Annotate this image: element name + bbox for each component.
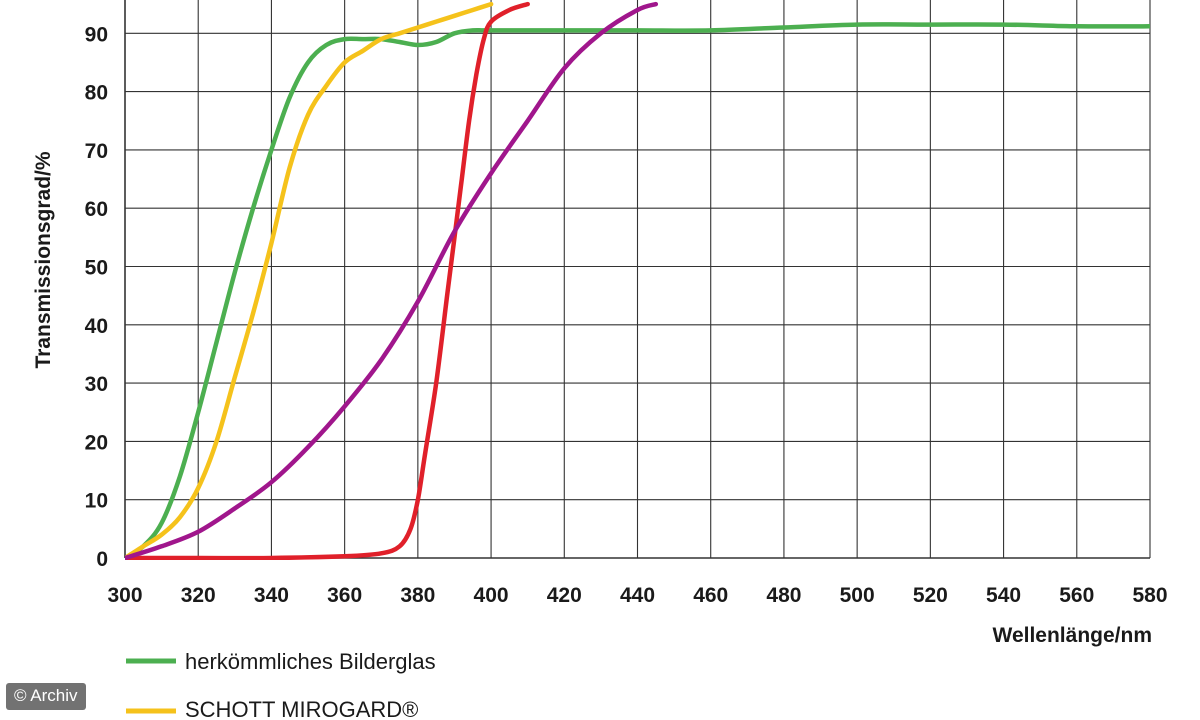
series-line-yellow: [125, 1, 494, 560]
x-tick-label: 540: [986, 584, 1021, 607]
x-tick-label: 380: [400, 584, 435, 607]
series-line-purple: [125, 1, 659, 560]
x-tick-label: 360: [327, 584, 362, 607]
credit-badge: © Archiv: [6, 683, 86, 710]
legend-label-yellow: SCHOTT MIROGARD®: [185, 697, 418, 720]
y-tick-label: 70: [85, 140, 108, 163]
series-line-red: [125, 1, 530, 560]
y-axis-title: Transmissionsgrad/%: [32, 151, 55, 368]
y-tick-label: 20: [85, 431, 108, 454]
x-tick-label: 300: [107, 584, 142, 607]
y-tick-label: 90: [85, 23, 108, 46]
x-tick-label: 460: [693, 584, 728, 607]
x-tick-label: 500: [840, 584, 875, 607]
grid: [124, 0, 1151, 559]
y-tick-label: 60: [85, 198, 108, 221]
series-line-green: [125, 22, 1150, 560]
x-tick-label: 320: [181, 584, 216, 607]
y-tick-labels: 0 10 20 30 40 50 60 70 80 90: [85, 23, 108, 571]
y-tick-label: 10: [85, 490, 108, 513]
y-tick-label: 40: [85, 315, 108, 338]
x-tick-label: 520: [913, 584, 948, 607]
x-tick-label: 560: [1059, 584, 1094, 607]
x-tick-label: 340: [254, 584, 289, 607]
legend-label-green: herkömmliches Bilderglas: [185, 649, 436, 674]
y-tick-label: 80: [85, 82, 108, 105]
x-tick-label: 580: [1132, 584, 1167, 607]
x-tick-label: 440: [620, 584, 655, 607]
y-tick-label: 30: [85, 373, 108, 396]
x-tick-label: 480: [766, 584, 801, 607]
x-axis-title: Wellenlänge/nm: [993, 624, 1152, 647]
series-lines: [125, 1, 1150, 560]
x-tick-label: 400: [474, 584, 509, 607]
y-tick-label: 0: [96, 548, 108, 571]
legend: herkömmliches Bilderglas SCHOTT MIROGARD…: [126, 649, 436, 720]
y-tick-label: 50: [85, 257, 108, 280]
x-tick-labels: 300 320 340 360 380 400 420 440 460 480 500 520 540 5…: [107, 584, 1167, 607]
x-tick-label: 420: [547, 584, 582, 607]
